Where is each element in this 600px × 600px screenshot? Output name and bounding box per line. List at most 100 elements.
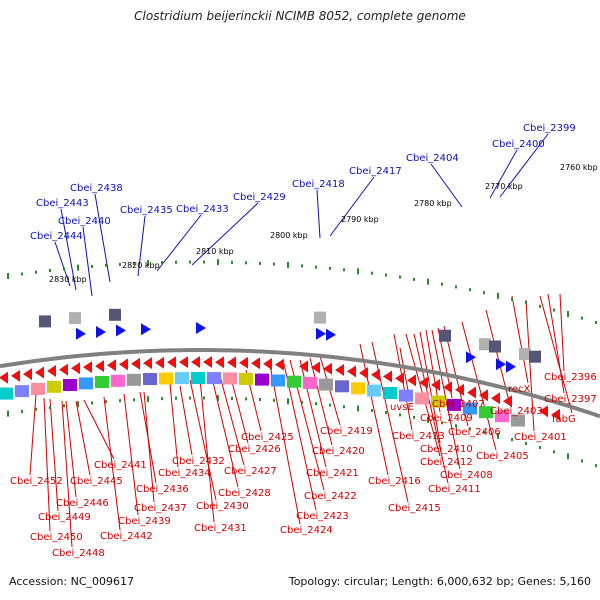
reverse-gene-label[interactable]: Cbei_2413: [392, 431, 445, 442]
reverse-leader-line: [211, 377, 239, 488]
reverse-gene-arrow: [95, 360, 104, 373]
feature-block: [463, 402, 477, 415]
forward-gene-label[interactable]: Cbei_2417: [349, 166, 402, 177]
reverse-gene-label[interactable]: Cbei_2430: [196, 501, 249, 512]
reverse-gene-label[interactable]: Cbei_2432: [172, 456, 225, 467]
reverse-gene-label[interactable]: Cbei_2409: [420, 413, 473, 424]
scale-tick-inner: [147, 396, 149, 403]
forward-gene-label[interactable]: Cbei_2400: [492, 139, 545, 150]
forward-gene-label[interactable]: Cbei_2429: [233, 192, 286, 203]
scale-label: 2760 kbp: [560, 163, 598, 172]
reverse-gene-label[interactable]: Cbei_2448: [52, 548, 105, 559]
reverse-leader-line: [143, 391, 155, 503]
reverse-gene-label[interactable]: Cbei_2410: [420, 444, 473, 455]
reverse-gene-label[interactable]: Cbei_2406: [448, 427, 501, 438]
reverse-leader-line: [371, 341, 409, 503]
forward-gene-label[interactable]: Cbei_2433: [176, 204, 229, 215]
scale-tick-inner: [217, 395, 219, 402]
reverse-gene-arrow: [131, 357, 140, 370]
reverse-gene-arrow: [503, 395, 512, 408]
reverse-gene-label[interactable]: Cbei_2442: [100, 531, 153, 542]
reverse-gene-label[interactable]: Cbei_2441: [94, 460, 147, 471]
feature-block: [175, 372, 189, 385]
reverse-gene-label[interactable]: Cbei_2415: [388, 503, 441, 514]
reverse-gene-label[interactable]: Cbei_2401: [514, 432, 567, 443]
reverse-gene-label[interactable]: Cbei_2422: [304, 491, 357, 502]
reverse-gene-label[interactable]: Cbei_2436: [136, 484, 189, 495]
feature-block: [47, 380, 61, 393]
reverse-gene-label[interactable]: uvsE: [390, 402, 414, 413]
scale-tick-outer: [217, 259, 219, 266]
reverse-gene-label[interactable]: Cbei_2437: [134, 503, 187, 514]
forward-gene-label[interactable]: Cbei_2404: [406, 153, 459, 164]
scale-tick-inner: [21, 409, 23, 413]
scale-tick-outer: [567, 311, 569, 317]
reverse-gene-label[interactable]: Cbei_2403: [490, 406, 543, 417]
scale-tick-inner: [287, 398, 289, 405]
feature-block: [399, 389, 413, 402]
scale-tick-outer: [175, 260, 177, 264]
reverse-gene-label[interactable]: Cbei_2423: [296, 511, 349, 522]
forward-gene-label[interactable]: Cbei_2438: [70, 183, 123, 194]
reverse-gene-label[interactable]: Cbei_2439: [118, 516, 171, 527]
reverse-gene-arrow: [479, 389, 488, 402]
reverse-gene-label[interactable]: Cbei_2421: [306, 468, 359, 479]
reverse-gene-label[interactable]: Cbei_2428: [218, 488, 271, 499]
forward-gene-label[interactable]: Cbei_2443: [36, 198, 89, 209]
reverse-gene-label[interactable]: Cbei_2431: [194, 523, 247, 534]
reverse-gene-label[interactable]: Cbei_2449: [38, 512, 91, 523]
forward-gene-label[interactable]: Cbei_2418: [292, 179, 345, 190]
reverse-gene-label[interactable]: Cbei_2396: [544, 372, 597, 383]
scale-tick-inner: [441, 421, 443, 425]
scale-tick-inner: [357, 405, 359, 412]
reverse-leader-line: [179, 385, 193, 456]
reverse-gene-label[interactable]: Cbei_2427: [224, 466, 277, 477]
reverse-gene-label[interactable]: Cbei_2446: [56, 498, 109, 509]
reverse-gene-arrow: [167, 356, 176, 369]
reverse-gene-label[interactable]: fabG: [552, 414, 576, 425]
feature-block-forward: [489, 340, 501, 353]
forward-gene-label[interactable]: Cbei_2444: [30, 231, 83, 242]
reverse-leader-line: [65, 400, 77, 498]
reverse-gene-label[interactable]: Cbei_2411: [428, 484, 481, 495]
reverse-gene-label[interactable]: Cbei_2445: [70, 476, 123, 487]
scale-tick-inner: [119, 399, 121, 403]
scale-label: 2810 kbp: [196, 247, 234, 256]
feature-block: [319, 378, 333, 391]
reverse-gene-label[interactable]: Cbei_2452: [10, 476, 63, 487]
reverse-gene-label[interactable]: Cbei_2412: [420, 457, 473, 468]
feature-block: [271, 374, 285, 387]
feature-block: [95, 376, 109, 388]
scale-tick-inner: [231, 396, 233, 400]
reverse-leader-line: [83, 399, 115, 460]
reverse-gene-arrow: [35, 366, 44, 379]
reverse-leader-line: [123, 393, 139, 516]
reverse-gene-arrow: [107, 359, 116, 372]
forward-gene-label[interactable]: Cbei_2399: [523, 123, 576, 134]
reverse-gene-label[interactable]: Cbei_2420: [312, 446, 365, 457]
reverse-leader-line: [29, 393, 37, 476]
label-leader-lines: [29, 133, 573, 548]
reverse-gene-label[interactable]: Cbei_2434: [158, 468, 211, 479]
reverse-gene-label[interactable]: Cbei_2425: [241, 432, 294, 443]
reverse-gene-arrow: [203, 356, 212, 368]
reverse-gene-label[interactable]: Cbei_2426: [228, 444, 281, 455]
reverse-gene-label[interactable]: Cbei_2419: [320, 426, 373, 437]
feature-block: [15, 385, 29, 398]
forward-gene-label[interactable]: Cbei_2435: [120, 205, 173, 216]
reverse-gene-label[interactable]: Cbei_2450: [30, 532, 83, 543]
reverse-leader-line: [229, 373, 249, 444]
reverse-gene-label[interactable]: recX: [508, 384, 531, 395]
scale-tick-outer: [595, 320, 597, 324]
reverse-gene-label[interactable]: Cbei_2424: [280, 525, 333, 536]
reverse-gene-label[interactable]: Cbei_2397: [544, 394, 597, 405]
scale-tick-inner: [63, 404, 65, 408]
reverse-gene-label[interactable]: Cbei_2408: [440, 470, 493, 481]
reverse-gene-label[interactable]: Cbei_2405: [476, 451, 529, 462]
reverse-gene-label[interactable]: Cbei_2416: [368, 476, 421, 487]
reverse-gene-arrow: [227, 356, 236, 369]
reverse-gene-label[interactable]: Cbei_2407: [432, 399, 485, 410]
feature-block: [335, 380, 349, 393]
forward-gene-label[interactable]: Cbei_2440: [58, 216, 111, 227]
reverse-leader-line: [139, 391, 157, 484]
